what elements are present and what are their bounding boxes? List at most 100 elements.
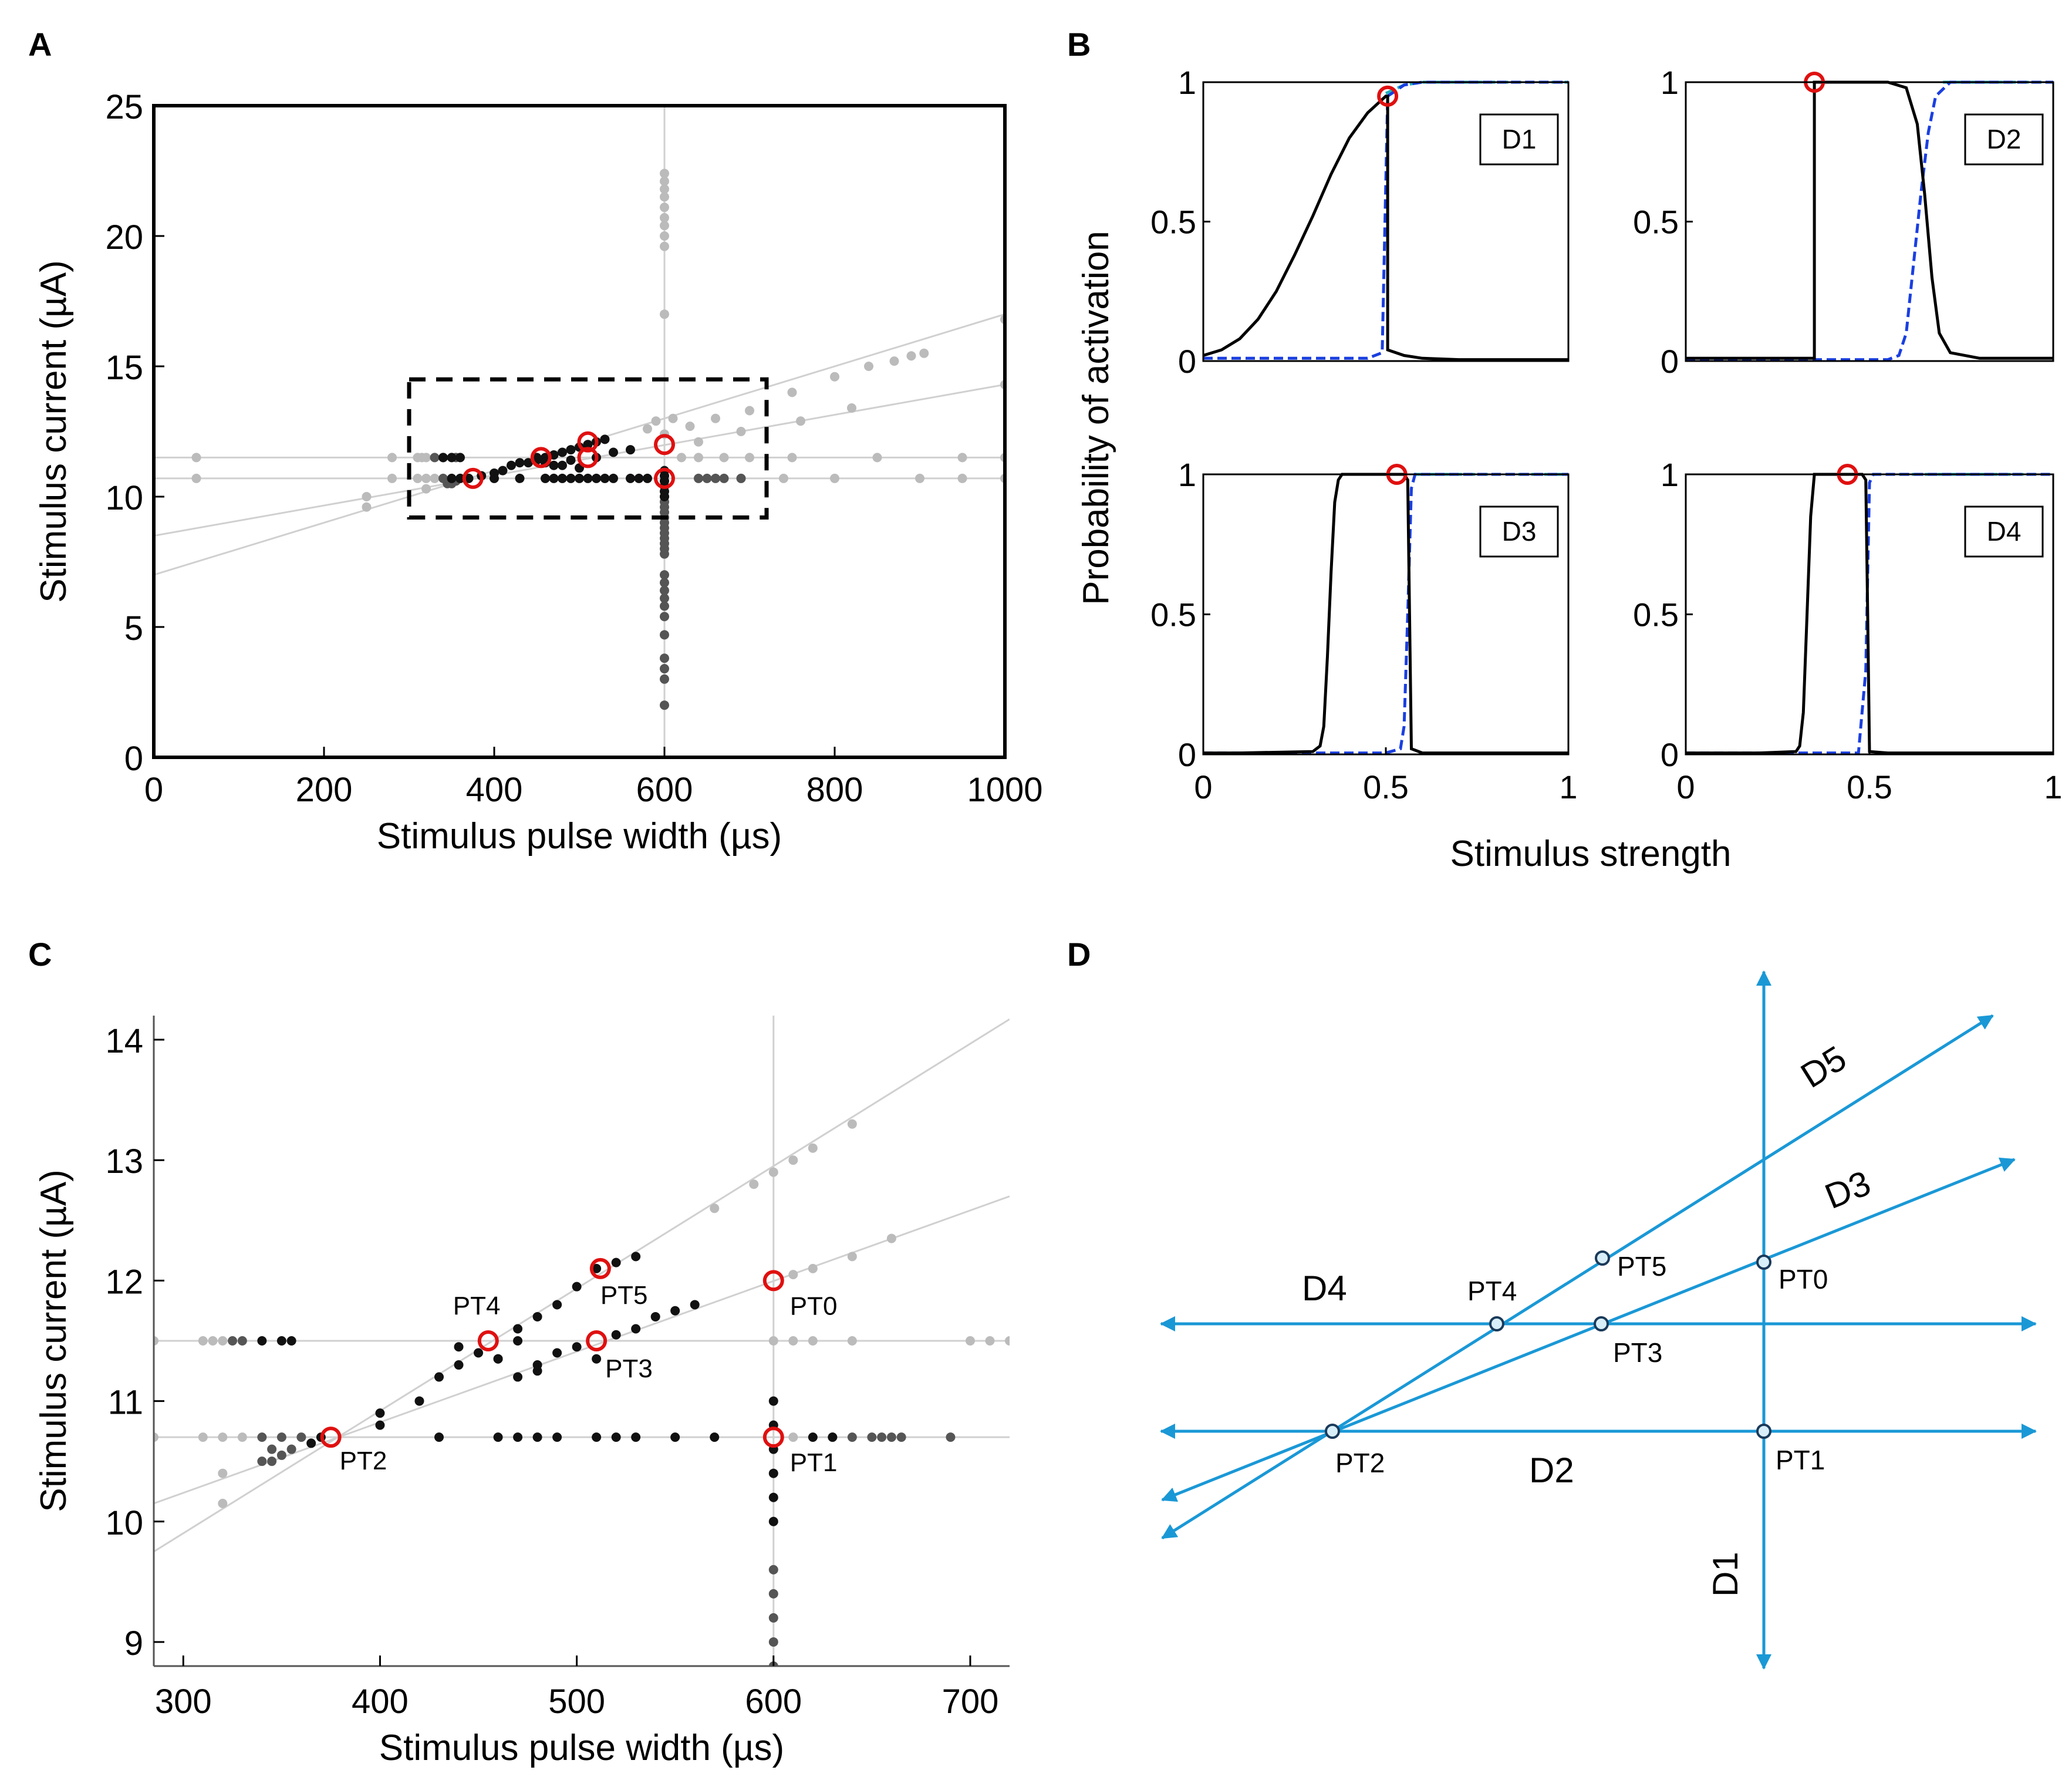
data-point-light xyxy=(830,473,839,483)
curve-black xyxy=(1203,473,1568,755)
line-d3 xyxy=(1161,1157,2016,1502)
data-point-dark xyxy=(867,1432,877,1442)
data-point-black xyxy=(572,1342,582,1352)
data-point-dark xyxy=(768,1637,778,1647)
data-point-light xyxy=(957,453,967,463)
data-point-black xyxy=(375,1420,385,1430)
data-point-light xyxy=(847,403,856,413)
data-point-light xyxy=(711,413,720,423)
subplot-label: D4 xyxy=(1987,516,2022,547)
x-axis-label: Stimulus pulse width (µs) xyxy=(379,1728,784,1768)
point-label-pt1: PT1 xyxy=(1776,1445,1825,1475)
data-point-light xyxy=(745,453,754,463)
highlighted-point xyxy=(589,1257,611,1279)
data-point-black xyxy=(454,1360,464,1370)
data-point-light xyxy=(915,473,924,483)
y-tick-label: 0.5 xyxy=(1150,204,1196,241)
curve-black xyxy=(1686,80,2053,360)
data-point-black xyxy=(768,1516,778,1526)
data-point-light xyxy=(957,473,967,483)
panel-label-c: C xyxy=(28,936,52,973)
data-point-light xyxy=(660,221,669,231)
data-point-light xyxy=(787,387,797,397)
data-point-light xyxy=(362,502,372,512)
data-point-light xyxy=(387,473,397,483)
data-point-light xyxy=(808,1263,818,1273)
data-point-light xyxy=(745,406,754,416)
data-point-dark xyxy=(660,578,669,588)
data-point-black xyxy=(566,473,576,483)
x-axis-label: Stimulus pulse width (µs) xyxy=(377,816,782,857)
guide-line xyxy=(154,1018,1010,1553)
data-point-black xyxy=(549,460,559,470)
data-point-light xyxy=(985,1336,995,1346)
highlighted-point xyxy=(530,447,552,468)
data-point-light xyxy=(154,1336,158,1346)
data-point-light xyxy=(864,362,873,371)
axes-frame xyxy=(152,104,1007,759)
annotation-pt3: PT3 xyxy=(605,1354,653,1383)
point-label-pt5: PT5 xyxy=(1617,1251,1666,1282)
curve-black xyxy=(1686,473,2053,755)
x-tick-label: 200 xyxy=(296,771,353,809)
data-point-black xyxy=(626,473,635,483)
data-point-light xyxy=(218,1499,228,1508)
data-point-black xyxy=(447,473,457,483)
annotation-pt5: PT5 xyxy=(600,1281,648,1310)
data-point-black xyxy=(631,1252,641,1262)
x-tick-label: 400 xyxy=(466,771,523,809)
subplot-d1: D1 0 0.5 1 xyxy=(1150,64,1570,380)
y-tick-label: 1 xyxy=(1178,456,1196,493)
data-point-light xyxy=(788,1155,798,1165)
guide-line xyxy=(154,1195,1010,1505)
data-point-dark xyxy=(276,1432,286,1442)
data-point-black xyxy=(513,1324,523,1334)
data-point-light xyxy=(685,422,695,431)
highlighted-point xyxy=(654,467,675,489)
data-point-dark xyxy=(286,1444,296,1454)
point-pt3 xyxy=(1594,1316,1609,1331)
data-point-black xyxy=(631,1324,641,1334)
data-point-black xyxy=(611,1330,621,1340)
data-point-light xyxy=(788,1432,798,1442)
point-pt0 xyxy=(1756,1255,1771,1270)
y-tick-label: 0 xyxy=(1661,343,1679,380)
data-point-black xyxy=(592,1263,602,1273)
x-tick-label: 1000 xyxy=(967,771,1042,809)
data-point-black xyxy=(575,473,584,483)
y-axis-label: Stimulus current (µA) xyxy=(33,1169,74,1512)
data-point-light xyxy=(237,1432,247,1442)
data-point-light xyxy=(660,176,669,186)
data-point-dark xyxy=(768,1565,778,1574)
highlighted-point xyxy=(654,434,675,456)
data-point-light xyxy=(677,453,686,463)
data-point-dark xyxy=(257,1456,267,1466)
data-point-light xyxy=(413,473,423,483)
data-point-light xyxy=(779,473,788,483)
data-point-black xyxy=(558,460,567,470)
data-point-black xyxy=(660,492,669,501)
data-point-light xyxy=(736,427,746,436)
panel-label-a: A xyxy=(28,26,52,63)
data-point-black xyxy=(490,473,499,483)
y-tick-label: 0 xyxy=(1178,736,1196,773)
data-point-black xyxy=(513,1372,523,1382)
highlighted-point xyxy=(762,1427,784,1448)
data-point-light xyxy=(965,1336,975,1346)
data-point-black xyxy=(515,458,525,468)
y-tick-label: 1 xyxy=(1661,456,1679,493)
panel-c-chart: PT0 PT1 PT2 PT3 PT4 PT5 300 400 500 600 700 9 10 11 12… xyxy=(33,1016,1010,1768)
subplot-label-box xyxy=(1479,113,1559,166)
y-tick-label: 0.5 xyxy=(1633,596,1679,633)
y-tick-label: 10 xyxy=(105,479,143,517)
x-axis-label: Stimulus strength xyxy=(1450,834,1732,874)
data-point-dark xyxy=(296,1432,306,1442)
data-point-light xyxy=(906,351,916,361)
data-point-light xyxy=(421,473,431,483)
data-point-dark xyxy=(660,601,669,611)
data-point-light xyxy=(694,453,703,463)
data-point-light xyxy=(788,1336,798,1346)
y-tick-label: 0.5 xyxy=(1633,204,1679,241)
subplot-label-box xyxy=(1964,113,2044,166)
